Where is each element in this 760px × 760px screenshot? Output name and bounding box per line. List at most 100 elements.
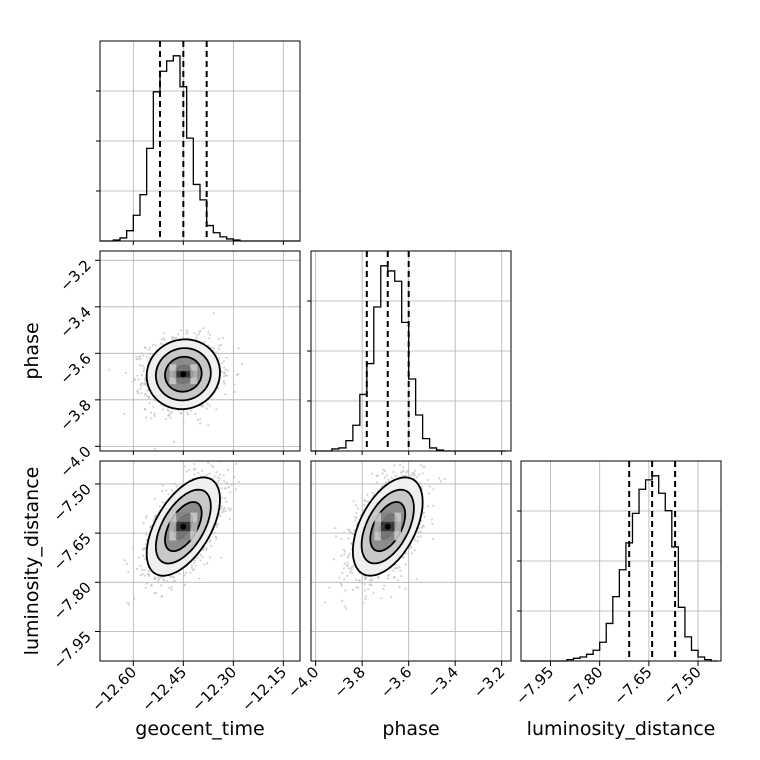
- sample-point: [219, 514, 222, 518]
- sample-point: [141, 364, 144, 367]
- sample-point: [352, 500, 355, 503]
- sample-point: [202, 327, 205, 330]
- sample-point: [224, 393, 227, 396]
- sample-point: [233, 475, 236, 479]
- sample-point: [353, 529, 356, 532]
- density-cell: [190, 531, 198, 541]
- sample-point: [340, 584, 343, 587]
- sample-point: [167, 493, 170, 496]
- sample-point: [351, 565, 354, 568]
- sample-point: [341, 571, 344, 575]
- xtick-label-geocent_time-3: −12.15: [238, 663, 290, 715]
- sample-point: [199, 559, 202, 562]
- sample-point: [405, 471, 408, 474]
- sample-point: [393, 464, 396, 467]
- density-peak: [180, 523, 187, 530]
- sample-point: [383, 476, 386, 479]
- density-cell: [190, 377, 198, 385]
- sample-point: [361, 582, 364, 585]
- sample-point: [233, 390, 236, 393]
- sample-point: [212, 312, 215, 315]
- sample-point: [142, 369, 145, 373]
- sample-point: [223, 371, 226, 374]
- sample-point: [185, 329, 188, 332]
- sample-point: [142, 522, 145, 525]
- sample-point: [343, 605, 346, 608]
- sample-point: [384, 481, 387, 484]
- sample-point: [227, 369, 230, 372]
- sample-point: [366, 500, 369, 503]
- sample-point: [206, 402, 209, 405]
- sample-point: [380, 597, 383, 600]
- sample-point: [170, 588, 173, 591]
- sample-point: [185, 470, 188, 473]
- sample-point: [147, 348, 150, 351]
- sample-point: [171, 410, 174, 414]
- sample-point: [146, 395, 149, 398]
- sample-point: [217, 387, 220, 390]
- sample-point: [156, 580, 160, 583]
- density-cell: [176, 364, 184, 371]
- ytick-label-phase-1: −3.8: [56, 396, 94, 434]
- xaxis-label-phase: phase: [382, 718, 439, 740]
- sample-point: [182, 421, 185, 424]
- sample-point: [344, 589, 347, 592]
- sample-point: [355, 516, 358, 519]
- sample-point: [356, 507, 359, 510]
- sample-point: [160, 338, 163, 341]
- sample-point: [142, 354, 145, 357]
- sample-point: [187, 469, 190, 472]
- density-cell: [169, 521, 177, 532]
- sample-point: [427, 505, 430, 508]
- sample-point: [183, 583, 186, 587]
- panel-geocent_time-luminosity_distance: [123, 461, 240, 606]
- sample-point: [323, 601, 326, 604]
- sample-point: [341, 599, 344, 602]
- density-cell: [387, 512, 395, 522]
- sample-point: [166, 580, 169, 583]
- sample-point: [416, 540, 419, 543]
- sample-point: [124, 371, 128, 374]
- sample-point: [218, 344, 221, 347]
- sample-point: [149, 411, 153, 414]
- sample-point: [407, 552, 410, 555]
- sample-point: [160, 595, 163, 598]
- sample-point: [199, 422, 202, 425]
- sample-point: [195, 337, 198, 340]
- sample-point: [350, 568, 353, 571]
- sample-point: [387, 577, 390, 580]
- sample-point: [342, 548, 345, 551]
- sample-point: [219, 507, 223, 510]
- sample-point: [227, 486, 230, 489]
- sample-point: [137, 556, 140, 559]
- sample-point: [363, 589, 366, 592]
- sample-point: [409, 474, 412, 477]
- sample-point: [186, 411, 189, 414]
- sample-point: [172, 440, 176, 443]
- sample-point: [162, 578, 165, 581]
- xtick-label-luminosity_distance-2: −7.65: [610, 663, 655, 708]
- sample-point: [161, 490, 164, 493]
- sample-point: [152, 518, 155, 522]
- sample-point: [210, 544, 213, 547]
- sample-point: [223, 382, 226, 385]
- sample-point: [135, 358, 138, 361]
- sample-point: [170, 489, 173, 492]
- sample-point: [402, 556, 405, 559]
- sample-point: [370, 578, 373, 581]
- sample-point: [366, 493, 369, 496]
- sample-point: [328, 586, 331, 589]
- sample-point: [163, 339, 166, 342]
- sample-point: [190, 566, 193, 569]
- sample-point: [227, 507, 230, 510]
- sample-point: [362, 601, 365, 604]
- sample-point: [143, 547, 146, 550]
- sample-point: [339, 582, 342, 585]
- sample-point: [193, 559, 196, 562]
- sample-point: [357, 579, 360, 582]
- marks-layer: [100, 41, 718, 662]
- sample-point: [223, 366, 226, 369]
- sample-point: [385, 474, 389, 477]
- sample-point: [399, 569, 402, 572]
- sample-point: [137, 392, 140, 395]
